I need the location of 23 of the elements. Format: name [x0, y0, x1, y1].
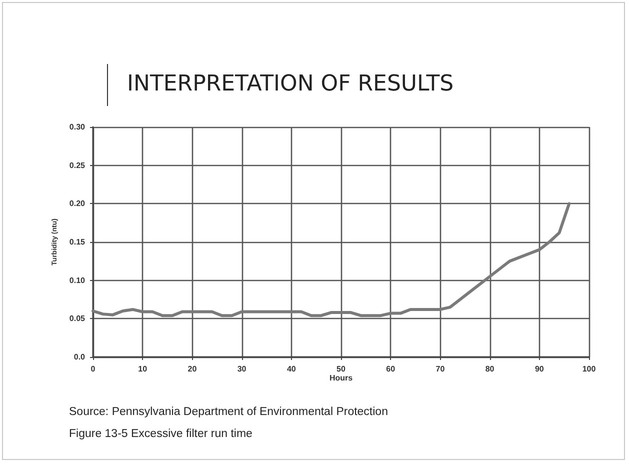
x-tick-label: 20 [188, 364, 198, 374]
x-tick-label: 80 [485, 364, 495, 374]
x-axis-title: Hours [329, 373, 354, 382]
y-tick-label: 0.0 [74, 352, 86, 362]
caption: Figure 13-5 Excessive filter run time [69, 428, 252, 440]
x-tick-label: 0 [90, 364, 96, 374]
source-note: Source: Pennsylvania Department of Environmental Protection [69, 406, 388, 418]
x-tick-label: 60 [386, 364, 396, 374]
y-tick-label: 0.05 [69, 314, 86, 324]
x-tick-label: 30 [237, 364, 247, 374]
x-tick-label: 40 [286, 364, 296, 374]
x-tick-label: 70 [436, 364, 446, 374]
x-tick-label: 10 [138, 364, 148, 374]
y-tick-label: 0.15 [69, 238, 86, 246]
x-tick-label: 100 [582, 364, 596, 374]
y-tick-label: 0.30 [69, 122, 86, 132]
x-tick-label: 50 [336, 364, 346, 374]
y-tick-label: 0.10 [69, 276, 86, 285]
line-series [92, 202, 571, 318]
x-tick-label: 90 [534, 364, 544, 374]
y-tick-label: 0.20 [69, 199, 86, 208]
y-tick-label: 0.25 [69, 160, 86, 170]
chart-title: INTERPRETATION OF RESULTS [127, 72, 454, 96]
